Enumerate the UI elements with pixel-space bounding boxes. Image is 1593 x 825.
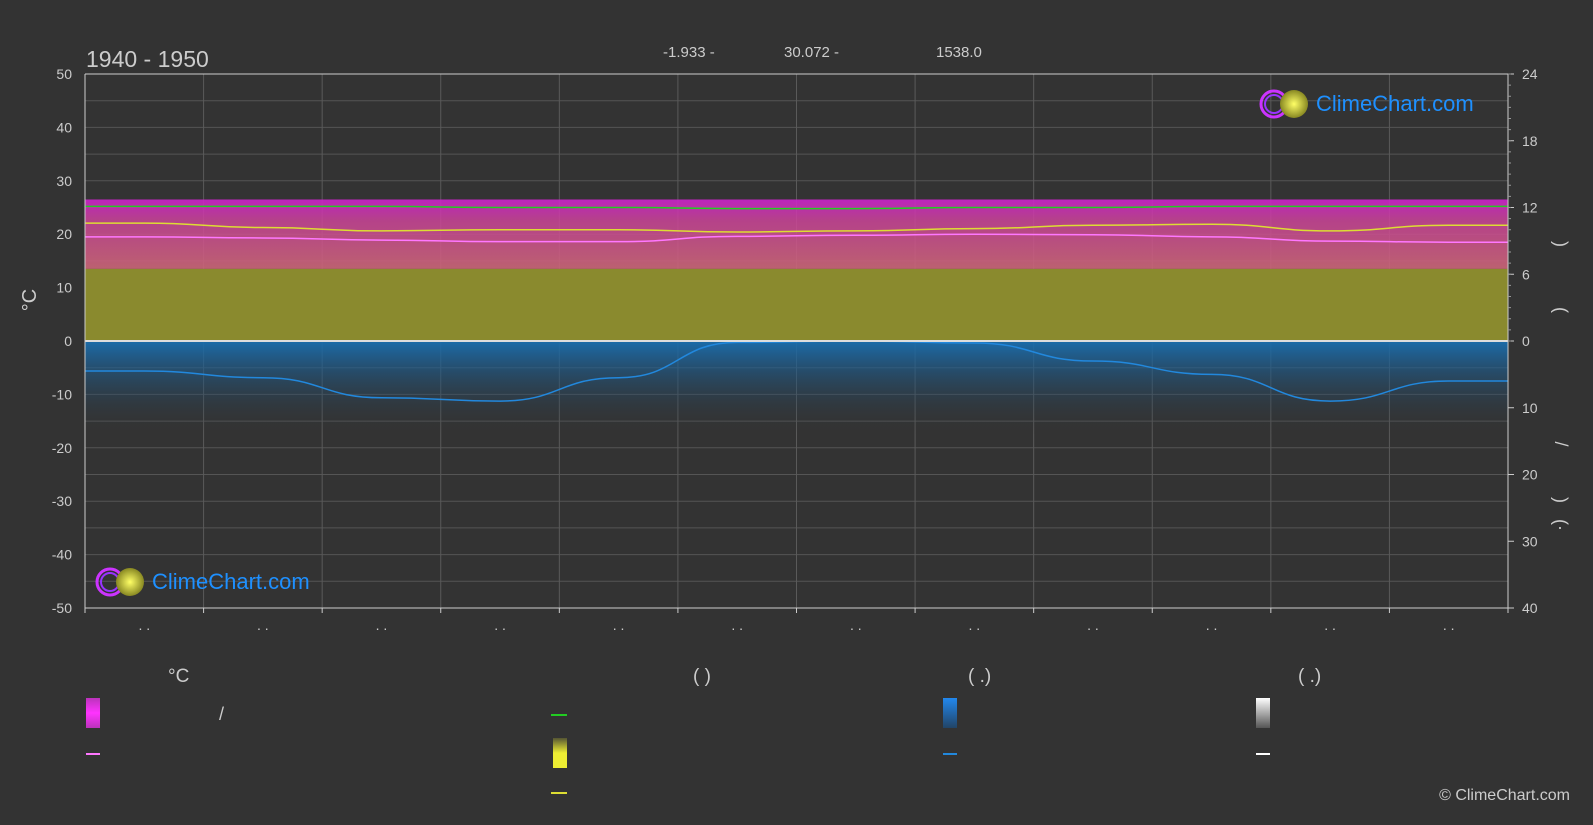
x-tick-label: . . xyxy=(138,617,150,633)
latitude-value: -1.933 - xyxy=(663,44,715,61)
right-axis-label-top: ) xyxy=(1551,241,1571,247)
daylight-line xyxy=(85,205,1508,210)
legend-swatches xyxy=(86,698,1270,794)
x-tick-label: . . xyxy=(257,617,269,633)
y-tick-left: -40 xyxy=(52,547,72,563)
y-tick-right: 40 xyxy=(1522,600,1538,616)
legend-swatch-temp-range xyxy=(86,698,100,728)
y-tick-left: 20 xyxy=(56,226,72,242)
sunshine-line xyxy=(85,222,1508,233)
legend-swatch-snow xyxy=(1256,698,1270,728)
temp-range-band xyxy=(85,199,1508,269)
logo-text: ClimeChart.com xyxy=(1316,91,1474,116)
avg-temp-line xyxy=(85,233,1508,243)
right-axis-label-bottom2: ) xyxy=(1551,497,1571,503)
y-tick-right: 10 xyxy=(1522,400,1538,416)
longitude-value: 30.072 - xyxy=(784,44,840,61)
legend-swatch-sunshine xyxy=(553,738,567,768)
x-tick-label: . . xyxy=(1087,617,1099,633)
legend-slash: / xyxy=(219,704,225,724)
x-tick-label: . . xyxy=(850,617,862,633)
y-tick-left: 50 xyxy=(56,66,72,82)
y-tick-right: 24 xyxy=(1522,66,1538,82)
y-tick-left: -10 xyxy=(52,386,72,402)
y-tick-left: 10 xyxy=(56,280,72,296)
logo-text: ClimeChart.com xyxy=(152,569,310,594)
x-tick-label: . . xyxy=(376,617,388,633)
legend-swatch-rain xyxy=(943,698,957,728)
rain-band xyxy=(85,341,1508,435)
y-tick-left: 40 xyxy=(56,119,72,135)
y-tick-left: 30 xyxy=(56,173,72,189)
y-tick-left: -30 xyxy=(52,493,72,509)
y-tick-left: 0 xyxy=(64,333,72,349)
x-tick-label: . . xyxy=(1443,617,1455,633)
y-tick-right: 12 xyxy=(1522,200,1538,216)
y-tick-right: 0 xyxy=(1522,333,1530,349)
logo-icon xyxy=(1259,89,1308,119)
logo-icon xyxy=(95,567,144,597)
x-tick-label: . . xyxy=(731,617,743,633)
right-axis-label-bottom: / xyxy=(1551,441,1571,446)
legend-header-rain: ( .) xyxy=(968,666,992,687)
sunshine-band xyxy=(85,268,1508,341)
right-axis-label-bottom3: (· xyxy=(1551,519,1571,531)
legend-header-sunshine: ( ) xyxy=(693,666,711,687)
logo-top-right[interactable]: ClimeChart.com xyxy=(1258,88,1474,120)
legend-header-snow: ( .) xyxy=(1298,666,1322,687)
copyright: © ClimeChart.com xyxy=(1439,787,1570,804)
chart-title: 1940 - 1950 xyxy=(86,46,209,72)
axes: 50 40 30 20 10 0 -10 -20 -30 -40 -50 24 18 12 6 0 10 20 30… xyxy=(52,66,1538,633)
y-tick-right: 30 xyxy=(1522,533,1538,549)
logo-bottom-left[interactable]: ClimeChart.com xyxy=(94,566,310,598)
y-tick-left: -20 xyxy=(52,440,72,456)
temperature-bands xyxy=(85,199,1508,435)
y-tick-right: 20 xyxy=(1522,467,1538,483)
x-tick-label: . . xyxy=(613,617,625,633)
y-axis-label-left: °C xyxy=(19,289,41,311)
y-tick-right: 6 xyxy=(1522,266,1530,282)
x-tick-label: . . xyxy=(969,617,981,633)
right-axis-label-top2: ( xyxy=(1551,307,1571,313)
elevation-value: 1538.0 xyxy=(936,44,982,61)
x-tick-label: . . xyxy=(1324,617,1336,633)
x-tick-label: . . xyxy=(494,617,506,633)
legend-header-temperature: °C xyxy=(168,666,190,687)
y-tick-right: 18 xyxy=(1522,133,1538,149)
x-tick-label: . . xyxy=(1206,617,1218,633)
y-tick-left: -50 xyxy=(52,600,72,616)
